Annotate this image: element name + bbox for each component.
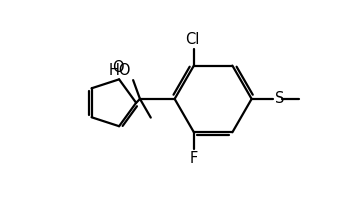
Text: Cl: Cl — [185, 32, 200, 47]
Text: HO: HO — [109, 63, 132, 78]
Text: F: F — [190, 151, 198, 166]
Text: S: S — [275, 92, 284, 106]
Text: O: O — [113, 60, 124, 76]
